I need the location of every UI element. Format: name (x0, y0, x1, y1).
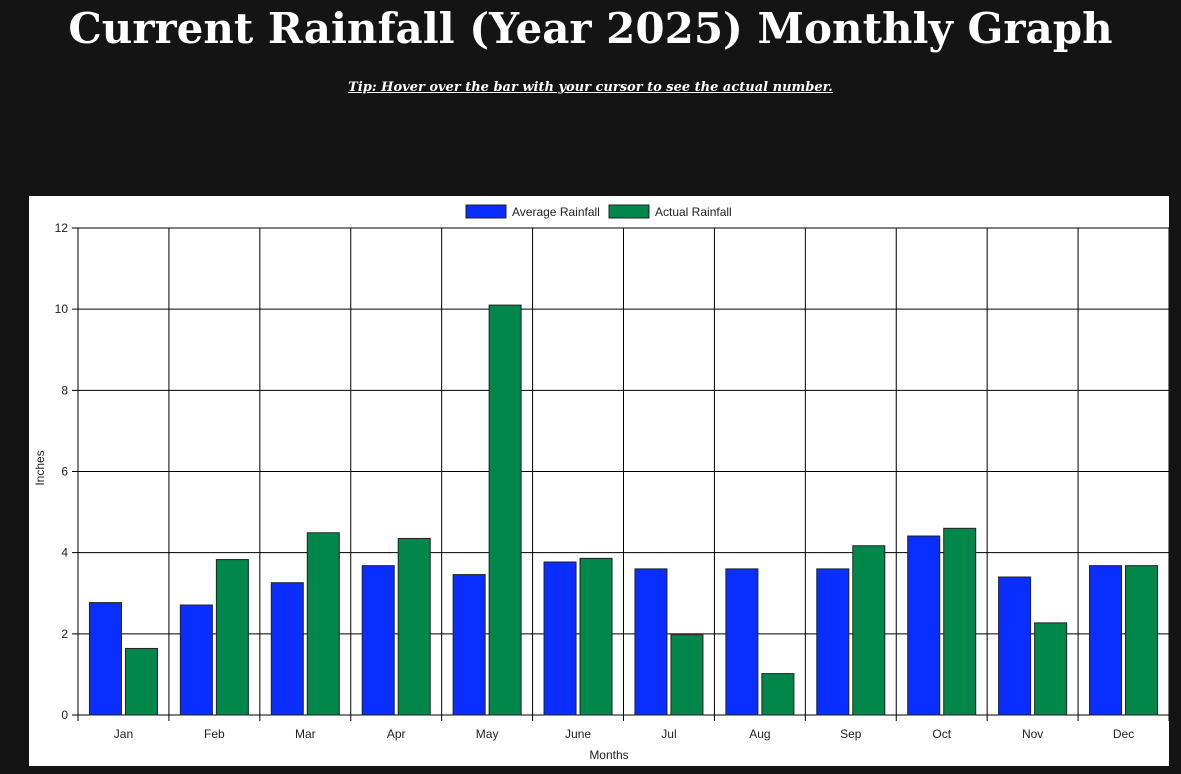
bar-average-mar[interactable]: Average Rainfall Mar: 3.26 (270, 582, 304, 716)
hover-tip: Tip: Hover over the bar with your cursor… (348, 80, 833, 95)
x-tick-label: Oct (932, 727, 951, 741)
bar-average-may[interactable]: Average Rainfall May: 3.46 (452, 574, 486, 716)
y-tick-label: 2 (61, 627, 68, 641)
bar-actual-jan[interactable]: Actual Rainfall Jan: 1.64 (124, 647, 158, 716)
legend-swatch-actual[interactable] (608, 204, 650, 219)
y-axis-ticks: 0 2 4 6 8 10 12 (55, 221, 69, 722)
bar-actual-jul[interactable]: Actual Rainfall Jul: 1.98 (670, 634, 704, 716)
bar-actual-may[interactable]: Actual Rainfall May: 10.1 (488, 304, 522, 716)
x-axis-ticks: Jan Feb Mar Apr May June Jul Aug Sep Oct Nov Dec (114, 727, 1134, 741)
bar-actual-june[interactable]: Actual Rainfall June: 3.86 (579, 557, 613, 716)
x-tick-label: Apr (387, 727, 406, 741)
bar-actual-oct[interactable]: Actual Rainfall Oct: 4.6 (943, 527, 977, 716)
bar-actual-nov[interactable]: Actual Rainfall Nov: 2.27 (1034, 622, 1068, 716)
y-tick-label: 4 (61, 546, 68, 560)
legend-swatch-average[interactable] (465, 204, 507, 219)
bar-average-nov[interactable]: Average Rainfall Nov: 3.4 (998, 576, 1032, 716)
legend-label-average[interactable]: Average Rainfall (512, 205, 600, 219)
x-tick-label: Jan (114, 727, 133, 741)
x-tick-label: June (565, 727, 591, 741)
x-tick-label: Feb (204, 727, 225, 741)
bar-average-apr[interactable]: Average Rainfall Apr: 3.68 (361, 565, 395, 716)
x-tick-label: May (476, 727, 499, 741)
x-tick-label: Sep (840, 727, 862, 741)
chart-legend: Average Rainfall Actual Rainfall (465, 204, 732, 219)
y-tick-label: 0 (61, 708, 68, 722)
y-tick-label: 6 (61, 465, 68, 479)
bar-average-oct[interactable]: Average Rainfall Oct: 4.41 (907, 535, 941, 716)
x-tick-label: Dec (1113, 727, 1134, 741)
legend-label-actual[interactable]: Actual Rainfall (655, 205, 732, 219)
x-axis-label: Months (589, 748, 628, 762)
rainfall-bar-chart: Average Rainfall Actual Rainfall 0 2 4 6 8 10 1… (33, 204, 1169, 762)
chart-bars: Average Rainfall Jan: 2.77Actual Rainfal… (88, 304, 1159, 716)
y-tick-label: 12 (55, 221, 69, 235)
bar-actual-mar[interactable]: Actual Rainfall Mar: 4.49 (306, 532, 340, 716)
bar-actual-feb[interactable]: Actual Rainfall Feb: 3.83 (215, 559, 249, 716)
bar-average-jan[interactable]: Average Rainfall Jan: 2.77 (88, 602, 122, 716)
bar-average-sep[interactable]: Average Rainfall Sep: 3.6 (816, 568, 850, 716)
bar-actual-sep[interactable]: Actual Rainfall Sep: 4.17 (852, 545, 886, 716)
y-tick-label: 10 (55, 302, 69, 316)
x-tick-label: Mar (295, 727, 316, 741)
bar-actual-apr[interactable]: Actual Rainfall Apr: 4.35 (397, 537, 431, 716)
y-tick-label: 8 (61, 383, 68, 397)
x-tick-label: Aug (749, 727, 770, 741)
bar-actual-dec[interactable]: Actual Rainfall Dec: 3.68 (1125, 565, 1159, 716)
bar-actual-aug[interactable]: Actual Rainfall Aug: 1.02 (761, 673, 795, 716)
x-tick-label: Jul (661, 727, 676, 741)
chart-grid (72, 227, 1169, 721)
page-title: Current Rainfall (Year 2025) Monthly Gra… (68, 4, 1113, 53)
bar-average-june[interactable]: Average Rainfall June: 3.77 (543, 561, 577, 716)
bar-average-jul[interactable]: Average Rainfall Jul: 3.6 (634, 568, 668, 716)
rainfall-chart-panel: Average Rainfall Actual Rainfall 0 2 4 6 8 10 1… (29, 196, 1169, 766)
y-axis-label: Inches (33, 450, 47, 485)
bar-average-dec[interactable]: Average Rainfall Dec: 3.68 (1089, 565, 1123, 716)
x-tick-label: Nov (1022, 727, 1043, 741)
bar-average-aug[interactable]: Average Rainfall Aug: 3.6 (725, 568, 759, 716)
bar-average-feb[interactable]: Average Rainfall Feb: 2.71 (179, 604, 213, 716)
